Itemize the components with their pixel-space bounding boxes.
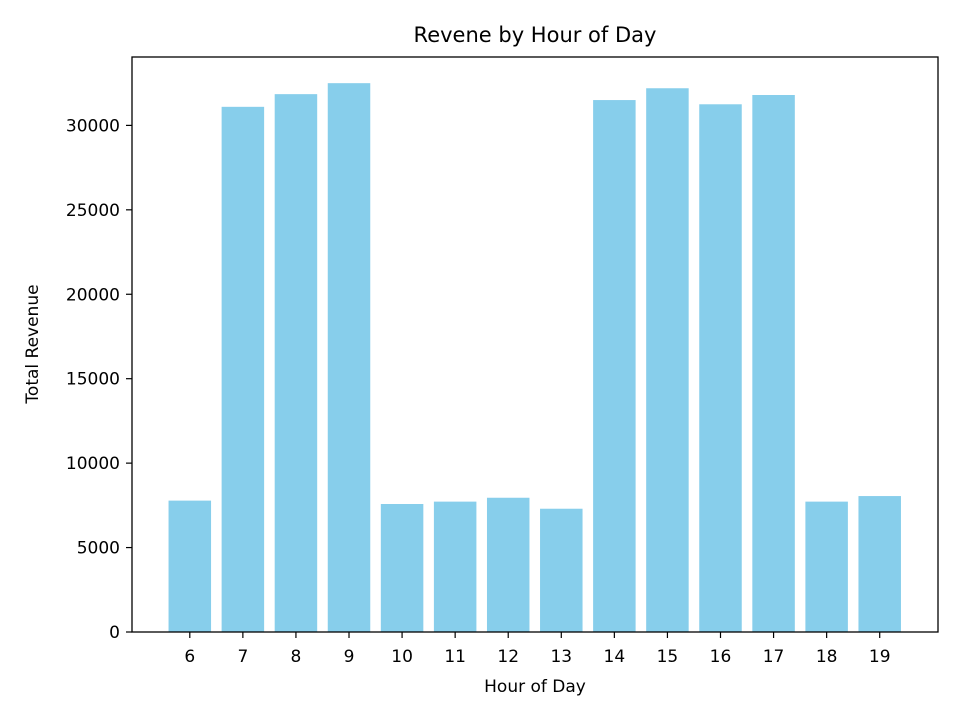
x-axis-ticks: 6 7 8 9 10 11 12 13 14 15 16 17 18 19 bbox=[184, 632, 891, 667]
bar-hour-10 bbox=[380, 504, 424, 632]
bar-hour-18 bbox=[805, 501, 848, 632]
x-tick-label: 14 bbox=[604, 647, 626, 667]
x-tick-label: 8 bbox=[291, 647, 302, 667]
x-tick-label: 13 bbox=[550, 647, 572, 667]
x-tick-label: 7 bbox=[237, 647, 248, 667]
x-tick-label: 11 bbox=[444, 647, 466, 667]
bar-hour-16 bbox=[699, 104, 742, 632]
y-tick-label: 10000 bbox=[66, 454, 120, 474]
bar-hour-7 bbox=[221, 106, 265, 632]
bar-hour-11 bbox=[433, 501, 477, 632]
x-tick-label: 17 bbox=[763, 647, 785, 667]
x-tick-label: 16 bbox=[710, 647, 732, 667]
x-tick-label: 18 bbox=[816, 647, 838, 667]
y-tick-label: 20000 bbox=[66, 285, 120, 305]
x-tick-label: 10 bbox=[391, 647, 413, 667]
bar-hour-12 bbox=[486, 497, 530, 632]
bar-hour-9 bbox=[327, 83, 371, 633]
bar-hour-6 bbox=[168, 500, 212, 632]
bar-hour-15 bbox=[646, 88, 689, 633]
x-tick-label: 9 bbox=[344, 647, 355, 667]
x-tick-label: 19 bbox=[869, 647, 891, 667]
y-tick-label: 25000 bbox=[66, 201, 120, 221]
bar-hour-8 bbox=[274, 94, 318, 632]
x-tick-label: 12 bbox=[497, 647, 519, 667]
chart-title: Revene by Hour of Day bbox=[414, 23, 657, 47]
y-tick-label: 0 bbox=[109, 623, 120, 643]
y-axis-title: Total Revenue bbox=[23, 284, 43, 404]
y-tick-label: 15000 bbox=[66, 370, 120, 390]
bar-hour-14 bbox=[593, 100, 636, 632]
y-tick-label: 30000 bbox=[66, 116, 120, 136]
bar-hour-17 bbox=[752, 95, 795, 632]
x-tick-label: 6 bbox=[184, 647, 195, 667]
plot-area-frame bbox=[131, 56, 939, 633]
bar-hour-13 bbox=[540, 508, 583, 632]
x-axis-title: Hour of Day bbox=[484, 677, 586, 697]
bar-hour-19 bbox=[858, 496, 901, 632]
bars-group bbox=[168, 83, 901, 633]
y-axis-ticks: 0 5000 10000 15000 20000 25000 30000 bbox=[66, 116, 132, 643]
y-tick-label: 5000 bbox=[77, 539, 120, 559]
x-tick-label: 15 bbox=[657, 647, 679, 667]
